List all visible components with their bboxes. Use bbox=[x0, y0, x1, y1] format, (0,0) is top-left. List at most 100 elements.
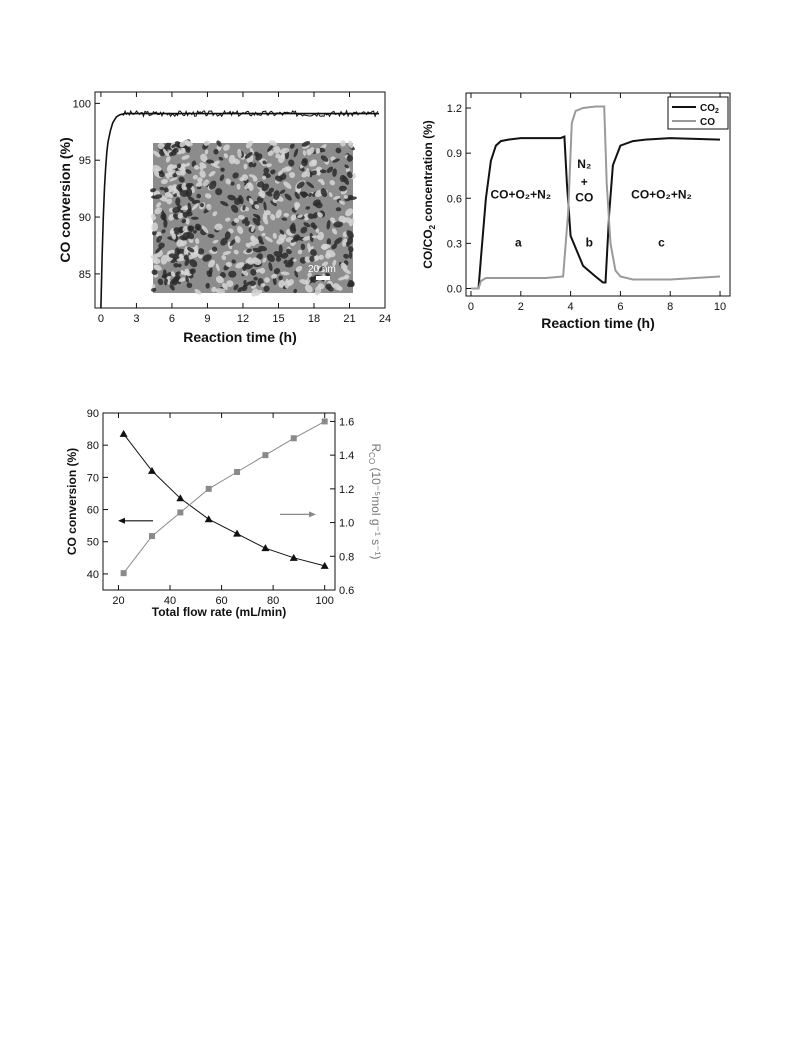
inset-texture-blob bbox=[334, 237, 343, 245]
inset-texture-blob bbox=[171, 233, 176, 240]
inset-texture-blob bbox=[245, 242, 251, 248]
inset-texture-blob bbox=[320, 188, 328, 198]
inset-texture-blob bbox=[326, 238, 332, 246]
inset-texture-blob bbox=[319, 265, 325, 272]
inset-texture-blob bbox=[343, 253, 350, 259]
inset-texture-blob bbox=[186, 162, 190, 167]
y-tick-label: 90 bbox=[87, 408, 99, 420]
inset-texture-blob bbox=[237, 148, 242, 158]
inset-texture-blob bbox=[253, 276, 258, 281]
y-tick-label: 100 bbox=[73, 98, 91, 110]
inset-texture-blob bbox=[280, 154, 285, 159]
legend: CO2 CO bbox=[667, 96, 729, 130]
y-tick-label: 95 bbox=[79, 155, 91, 167]
inset-texture-blob bbox=[258, 191, 263, 197]
inset-texture-blob bbox=[279, 148, 290, 154]
inset-texture-blob bbox=[171, 278, 179, 286]
chart-co-co2-concentration: 0 2 4 6 8 100.00.30.60.91.2 CO+O₂+N₂aN₂+CObCO… bbox=[421, 92, 731, 331]
triangle-point bbox=[289, 553, 298, 561]
inset-texture-blob bbox=[175, 271, 181, 276]
y-tick-label: 90 bbox=[79, 212, 91, 224]
inset-texture-blob bbox=[236, 183, 241, 190]
inset-texture-blob bbox=[185, 182, 193, 189]
inset-texture-blob bbox=[260, 283, 266, 287]
inset-texture-blob bbox=[252, 176, 258, 182]
inset-texture-blob bbox=[275, 209, 282, 219]
inset-texture-blob bbox=[332, 158, 340, 163]
tick-labels: 0 2 4 6 8 10 0.0 0.3 0.6 0.9 1.2 bbox=[447, 103, 726, 313]
inset-texture-blob bbox=[338, 276, 347, 281]
inset-texture-blob bbox=[254, 204, 260, 209]
inset-texture-blob bbox=[316, 168, 321, 176]
inset-texture-blob bbox=[220, 200, 229, 207]
inset-texture-blob bbox=[190, 216, 199, 220]
inset-texture-blob bbox=[233, 217, 240, 223]
inset-texture-blob bbox=[248, 197, 254, 205]
inset-texture-blob bbox=[297, 214, 303, 219]
inset-texture-blob bbox=[206, 159, 214, 164]
inset-texture-blob bbox=[210, 163, 220, 169]
inset-texture-blob bbox=[299, 191, 309, 197]
inset-texture-blob bbox=[284, 193, 292, 201]
inset-texture-blob bbox=[268, 262, 273, 272]
inset-texture-blob bbox=[346, 154, 353, 162]
inset-texture-blob bbox=[152, 165, 162, 172]
triangle-point bbox=[176, 494, 185, 502]
inset-texture-blob bbox=[185, 169, 192, 174]
inset-texture-blob bbox=[232, 172, 239, 179]
inset-texture-blob bbox=[199, 162, 207, 169]
inset-texture-blob bbox=[315, 147, 321, 154]
inset-texture-blob bbox=[264, 236, 273, 243]
inset-texture-blob bbox=[297, 249, 303, 255]
inset-texture-blob bbox=[264, 277, 270, 283]
inset-texture-blob bbox=[220, 167, 225, 172]
inset-texture-blob bbox=[262, 257, 267, 263]
y2-tick-label: 1.6 bbox=[339, 416, 354, 428]
series-line-rate bbox=[123, 420, 325, 574]
y2-axis-label-sub: CO bbox=[367, 452, 376, 464]
y2-tick-label: 0.8 bbox=[339, 551, 354, 563]
inset-texture-blob bbox=[250, 225, 255, 233]
inset-texture-blob bbox=[194, 223, 202, 231]
annotations: CO+O₂+N₂ a N₂ +CO b CO+O₂+N₂ c bbox=[490, 157, 691, 249]
inset-texture-blob bbox=[187, 225, 193, 232]
inset-texture-blob bbox=[304, 256, 311, 263]
inset-texture-blob bbox=[273, 146, 281, 154]
inset-texture-blob bbox=[346, 281, 355, 288]
inset-texture-blob bbox=[301, 141, 311, 147]
inset-texture-blob bbox=[215, 288, 226, 294]
inset-texture-blob bbox=[266, 163, 272, 168]
y-tick-label: 70 bbox=[87, 472, 99, 484]
inset-texture-blob bbox=[218, 156, 224, 161]
inset-texture-blob bbox=[263, 167, 270, 174]
inset-texture-blob bbox=[310, 170, 318, 176]
inset-texture-blob bbox=[331, 228, 338, 235]
inset-texture-blob bbox=[294, 204, 299, 211]
inset-texture-blob bbox=[223, 144, 230, 151]
x-tick-label: 0 bbox=[468, 301, 474, 313]
inset-texture-blob bbox=[310, 222, 316, 228]
y-axis-label: CO/CO2 concentration (%) bbox=[421, 120, 437, 268]
inset-texture-blob bbox=[185, 218, 190, 225]
inset-texture-blob bbox=[320, 155, 329, 162]
inset-texture-blob bbox=[225, 178, 231, 185]
inset-texture-blob bbox=[262, 160, 267, 165]
inset-texture-blob bbox=[219, 174, 225, 182]
inset-texture-blob bbox=[332, 259, 337, 267]
inset-texture-blob bbox=[326, 166, 334, 173]
inset-texture-blob bbox=[266, 254, 275, 262]
plot-frame bbox=[102, 412, 336, 591]
inset-texture-blob bbox=[314, 285, 322, 296]
inset-texture-blob bbox=[158, 242, 165, 249]
inset-texture-blob bbox=[340, 140, 346, 147]
plot-frame bbox=[94, 91, 386, 309]
inset-texture-blob bbox=[202, 254, 212, 262]
inset-texture-blob bbox=[191, 203, 199, 211]
annotation-label: N₂ bbox=[577, 157, 591, 171]
inset-texture-blob bbox=[233, 249, 239, 255]
y2-tick-label: 0.6 bbox=[339, 585, 354, 597]
inset-texture-blob bbox=[306, 167, 311, 178]
inset-texture-blob bbox=[227, 194, 236, 201]
inset-texture-blob bbox=[254, 289, 263, 296]
inset-texture-blob bbox=[281, 167, 292, 172]
